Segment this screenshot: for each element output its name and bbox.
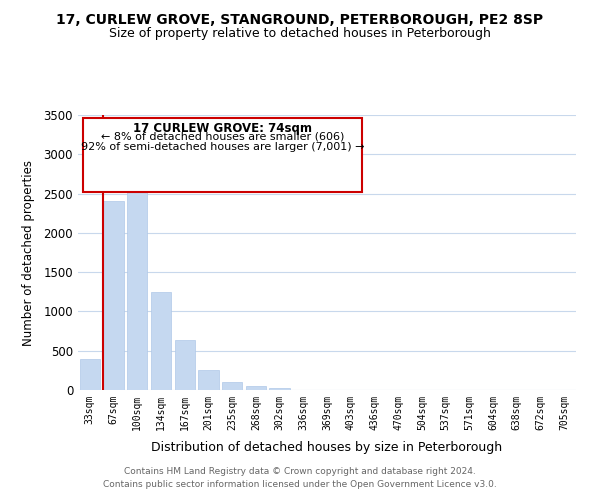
- Bar: [269, 388, 290, 390]
- FancyBboxPatch shape: [83, 118, 362, 192]
- Bar: [80, 358, 100, 390]
- Bar: [103, 202, 124, 390]
- Bar: [199, 370, 218, 390]
- Text: Contains public sector information licensed under the Open Government Licence v3: Contains public sector information licen…: [103, 480, 497, 489]
- Bar: [246, 386, 266, 390]
- Bar: [222, 382, 242, 390]
- Bar: [151, 292, 171, 390]
- Text: Contains HM Land Registry data © Crown copyright and database right 2024.: Contains HM Land Registry data © Crown c…: [124, 467, 476, 476]
- Bar: [175, 340, 195, 390]
- Y-axis label: Number of detached properties: Number of detached properties: [22, 160, 35, 346]
- Text: ← 8% of detached houses are smaller (606): ← 8% of detached houses are smaller (606…: [101, 132, 344, 141]
- X-axis label: Distribution of detached houses by size in Peterborough: Distribution of detached houses by size …: [151, 441, 503, 454]
- Text: 17, CURLEW GROVE, STANGROUND, PETERBOROUGH, PE2 8SP: 17, CURLEW GROVE, STANGROUND, PETERBOROU…: [56, 12, 544, 26]
- Text: 92% of semi-detached houses are larger (7,001) →: 92% of semi-detached houses are larger (…: [80, 142, 364, 152]
- Text: 17 CURLEW GROVE: 74sqm: 17 CURLEW GROVE: 74sqm: [133, 122, 312, 135]
- Bar: [127, 186, 148, 390]
- Text: Size of property relative to detached houses in Peterborough: Size of property relative to detached ho…: [109, 28, 491, 40]
